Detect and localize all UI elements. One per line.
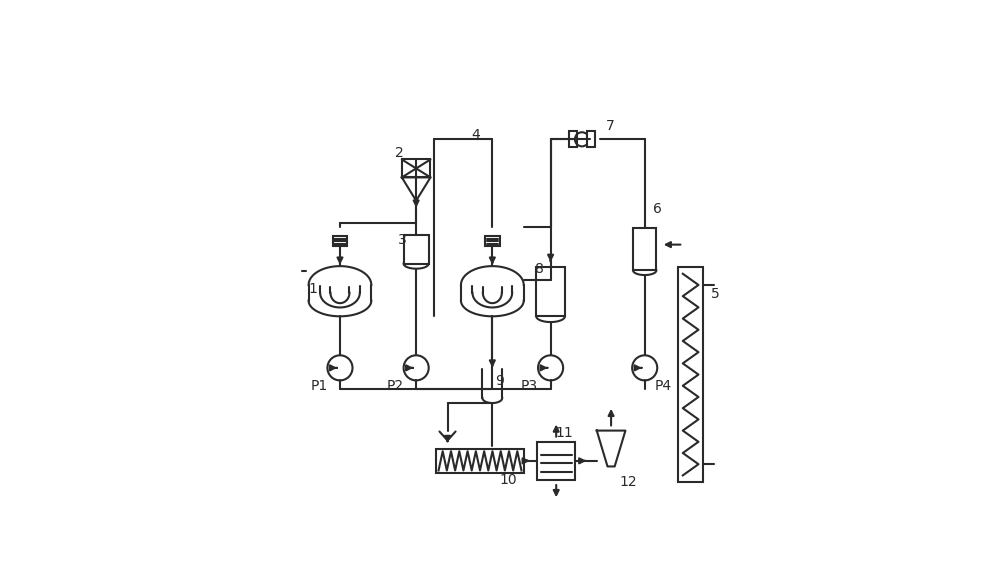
- Bar: [678, 267, 703, 482]
- Text: 9: 9: [496, 374, 504, 388]
- Bar: [333, 236, 347, 246]
- Text: 11: 11: [556, 426, 573, 440]
- Text: P1: P1: [310, 379, 328, 393]
- Text: 1: 1: [309, 282, 318, 296]
- Text: 12: 12: [619, 475, 637, 489]
- Bar: [485, 236, 500, 246]
- Text: 3: 3: [398, 233, 407, 247]
- Bar: [536, 267, 565, 317]
- Bar: [402, 159, 430, 178]
- Text: P3: P3: [521, 379, 538, 393]
- Text: 7: 7: [606, 119, 615, 133]
- Bar: [436, 449, 524, 473]
- Text: 2: 2: [395, 146, 404, 159]
- Text: 4: 4: [471, 128, 480, 142]
- Text: 10: 10: [499, 473, 517, 487]
- Bar: [633, 228, 656, 271]
- Text: 6: 6: [653, 202, 662, 216]
- Text: 8: 8: [535, 262, 544, 276]
- Text: P4: P4: [655, 379, 672, 393]
- Bar: [537, 442, 575, 480]
- Bar: [569, 132, 577, 147]
- Text: P2: P2: [387, 379, 404, 393]
- Bar: [404, 235, 429, 264]
- Text: 5: 5: [711, 287, 719, 301]
- Bar: [587, 132, 595, 147]
